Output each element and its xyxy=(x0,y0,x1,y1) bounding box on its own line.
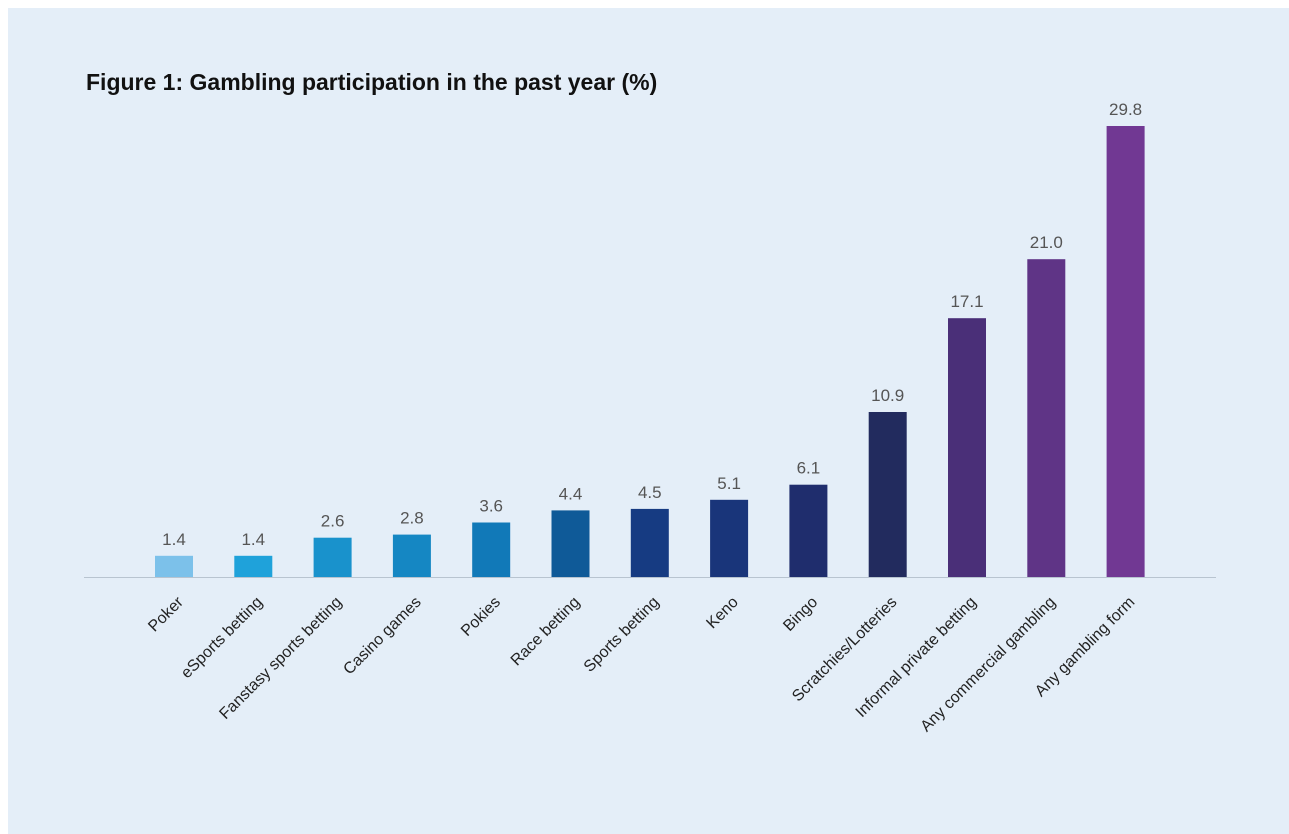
chart-title: Figure 1: Gambling participation in the … xyxy=(86,69,658,95)
bar xyxy=(551,510,590,577)
x-tick-label: Poker xyxy=(145,593,187,635)
data-label: 4.4 xyxy=(559,484,583,503)
chart-panel: Figure 1: Gambling participation in the … xyxy=(8,8,1289,834)
bar xyxy=(630,508,669,577)
data-label: 21.0 xyxy=(1030,233,1063,252)
x-tick-label: Sports betting xyxy=(581,594,663,676)
data-label: 3.6 xyxy=(479,497,503,516)
bar xyxy=(1106,126,1145,577)
x-tick-label: Bingo xyxy=(780,594,821,635)
bar xyxy=(234,555,273,577)
data-label: 2.6 xyxy=(321,512,345,531)
bar xyxy=(472,522,511,577)
data-label: 29.8 xyxy=(1109,100,1142,119)
data-label: 1.4 xyxy=(162,530,186,549)
x-tick-label: Casino games xyxy=(340,594,424,678)
bar xyxy=(155,555,193,577)
data-label: 6.1 xyxy=(797,459,821,478)
data-label: 10.9 xyxy=(871,386,904,405)
data-label: 4.5 xyxy=(638,483,662,502)
bar xyxy=(1027,259,1066,577)
data-label: 1.4 xyxy=(241,530,265,549)
bar xyxy=(948,318,986,577)
bar xyxy=(392,534,431,577)
x-tick-label: eSports betting xyxy=(178,594,266,682)
data-label: 17.1 xyxy=(950,292,983,311)
x-tick-label: Pokies xyxy=(458,594,504,640)
x-tick-label: Keno xyxy=(703,594,742,633)
x-tick-label: Race betting xyxy=(508,594,584,670)
data-label: 2.8 xyxy=(400,509,424,528)
bar xyxy=(868,412,907,577)
bar xyxy=(710,499,749,577)
x-tick-label: Any commercial gambling xyxy=(918,594,1060,736)
bar xyxy=(789,484,828,577)
bar xyxy=(313,537,352,577)
data-label: 5.1 xyxy=(717,474,741,493)
